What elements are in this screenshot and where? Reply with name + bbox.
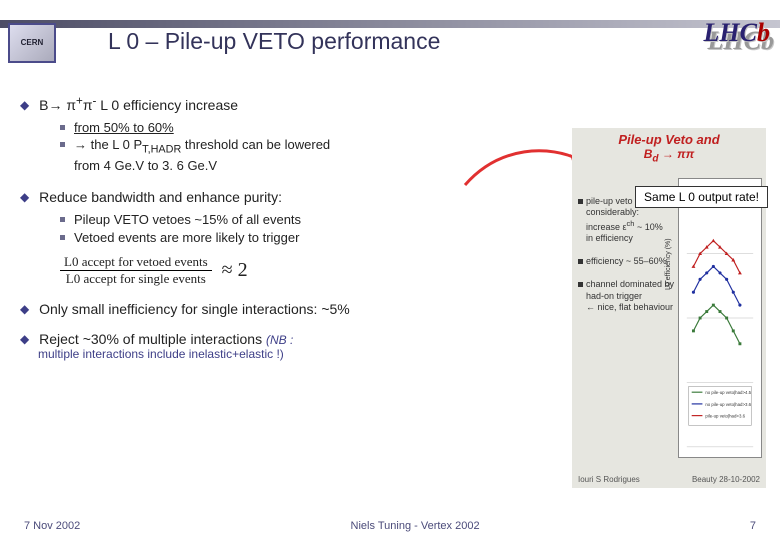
bullet-3-text: Only small inefficiency for single inter… (39, 301, 350, 317)
slide-header: CERN L 0 – Pile-up VETO performance LHCb… (0, 0, 780, 60)
cern-logo-icon: CERN (8, 23, 56, 63)
slide-title: L 0 – Pile-up VETO performance (108, 28, 440, 55)
formula-fraction: L0 accept for vetoed events L0 accept fo… (60, 254, 212, 287)
formula-result: ≈ 2 (222, 259, 248, 282)
chart-subtitle: Bd → ππ (572, 147, 766, 164)
footer-page-number: 7 (750, 520, 756, 532)
bullet-2: ◆ Reduce bandwidth and enhance purity: P… (20, 189, 500, 287)
bullet-2-text: Reduce bandwidth and enhance purity: (39, 189, 282, 205)
diamond-bullet-icon: ◆ (20, 190, 29, 204)
bullet-2-subpoints: Pileup VETO vetoes ~15% of all events Ve… (60, 211, 500, 246)
bullet-1-text: B→ π+π- L 0 efficiency increase (39, 97, 238, 113)
lhcb-logo-b: b (757, 18, 770, 47)
bullet-1: ◆ B→ π+π- L 0 efficiency increase from 5… (20, 94, 500, 175)
callout-box: Same L 0 output rate! (635, 186, 768, 208)
line-chart: L0 efficiency (%) no pile-up veto|had>4.… (678, 178, 762, 458)
chart-credit-left: Iouri S Rodrigues (578, 475, 640, 484)
bullet-4-text: Reject ~30% of multiple interactions (39, 331, 266, 347)
footer-author: Niels Tuning - Vertex 2002 (351, 520, 480, 532)
slide-footer: 7 Nov 2002 Niels Tuning - Vertex 2002 7 (24, 520, 756, 532)
sub-item: Vetoed events are more likely to trigger (60, 229, 500, 247)
chart-svg: no pile-up veto|had>4.5 no pile-up veto|h… (679, 179, 761, 457)
diamond-bullet-icon: ◆ (20, 98, 29, 112)
sub-item: → the L 0 PT,HADR threshold can be lower… (60, 136, 500, 175)
footer-date: 7 Nov 2002 (24, 520, 80, 532)
svg-text:no pile-up veto|had>3.6: no pile-up veto|had>3.6 (705, 402, 751, 407)
right-panel: Pile-up Veto and Bd → ππ pile-up veto he… (572, 128, 766, 488)
bullet-3: ◆ Only small inefficiency for single int… (20, 301, 500, 317)
lhcb-logo-icon: LHCb LHCb (704, 18, 770, 48)
chart-y-axis-label: L0 efficiency (%) (665, 239, 672, 291)
svg-text:no pile-up veto|had>4.5: no pile-up veto|had>4.5 (705, 390, 751, 395)
svg-text:pile-up veto|had>3.6: pile-up veto|had>3.6 (705, 414, 745, 419)
bullet-1-subpoints: from 50% to 60% → the L 0 PT,HADR thresh… (60, 119, 500, 175)
chart-notes: pile-up veto helps considerably: increas… (578, 196, 678, 313)
chart-title: Pile-up Veto and (572, 128, 766, 147)
diamond-bullet-icon: ◆ (20, 332, 29, 346)
sub-item: Pileup VETO vetoes ~15% of all events (60, 211, 500, 229)
bullet-4: ◆ Reject ~30% of multiple interactions (… (20, 331, 500, 361)
diamond-bullet-icon: ◆ (20, 302, 29, 316)
chart-credit-right: Beauty 28-10-2002 (692, 475, 760, 484)
lhcb-logo-lhc: LHC (704, 18, 757, 47)
sub-item: from 50% to 60% (60, 119, 500, 137)
bullet-4-nb-label: (NB : (266, 333, 293, 347)
bullet-4-nb-text: multiple interactions include inelastic+… (38, 347, 500, 361)
formula: L0 accept for vetoed events L0 accept fo… (60, 254, 500, 287)
chart-credits: Iouri S Rodrigues Beauty 28-10-2002 (578, 475, 760, 484)
slide-content: ◆ B→ π+π- L 0 efficiency increase from 5… (20, 80, 500, 361)
